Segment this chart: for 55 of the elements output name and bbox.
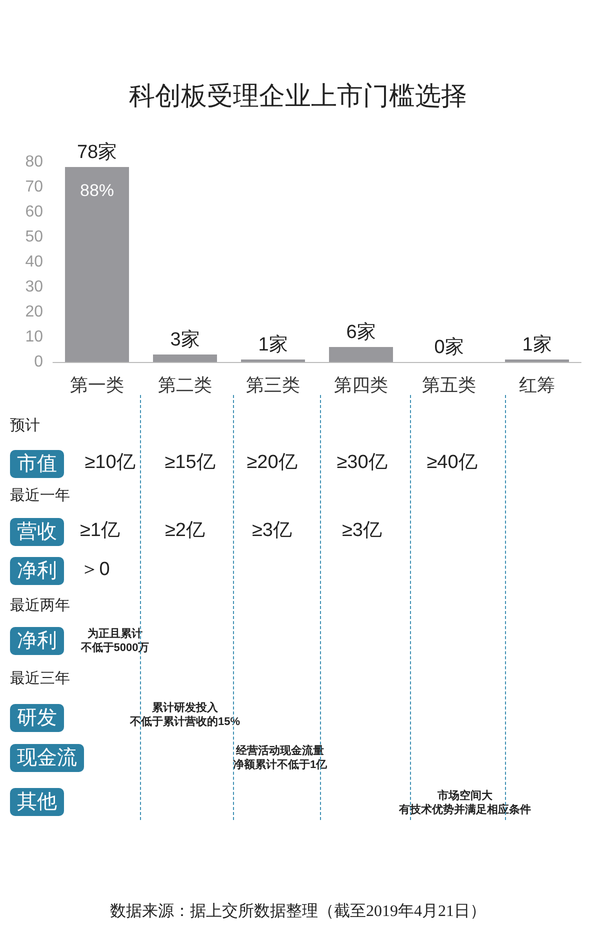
text: 现金流 [10,744,84,772]
data-label: 3家 [170,328,200,350]
text: 其他 [10,788,64,816]
text: 不低于5000万 [80,642,150,656]
data-label: 1家 [522,334,552,356]
text: 营收 [10,518,64,546]
text: ≥40亿 [426,452,478,475]
text: 不低于累计营收的15% [130,716,240,730]
text: 最近三年 [10,670,70,688]
x-tick-label: 第四类 [334,375,388,395]
y-tick-label: 0 [34,354,44,370]
text: ≥3亿 [252,520,292,543]
source-note: 数据来源：据上交所数据整理（截至2019年4月21日） [109,902,487,922]
y-tick-label: 50 [25,228,44,246]
text: 净额累计不低于1亿 [232,759,328,772]
annotation: 88% [80,180,114,202]
x-tick-label: 红筹 [519,375,555,395]
text: ≥1亿 [80,520,120,543]
x-tick-label: 第一类 [70,375,124,395]
text: 研发 [10,704,64,732]
chart-title: 科创板受理企业上市门槛选择 [129,82,467,110]
text: 为正且累计 [88,628,142,642]
data-label: 1家 [258,334,288,356]
text: 最近两年 [10,597,70,615]
y-tick-label: 60 [25,204,44,220]
text: 累计研发投入 [152,702,218,716]
data-label: 78家 [76,141,118,163]
data-label: 6家 [346,321,376,343]
text: 净利 [10,557,64,585]
y-tick-label: 40 [25,254,44,270]
bar [153,354,217,362]
x-tick-label: 第三类 [246,375,300,395]
text: ≥2亿 [165,520,205,543]
text: ≥15亿 [164,452,216,475]
y-tick-label: 10 [25,328,44,346]
y-tick-label: 70 [25,178,44,196]
text: ≥10亿 [84,452,136,475]
text: ≥3亿 [342,520,382,543]
bar [329,347,393,362]
text: ＞0 [80,559,110,582]
y-tick-label: 30 [25,278,44,296]
y-tick-label: 80 [25,154,44,170]
text: ≥20亿 [246,452,298,475]
y-tick-label: 20 [25,304,44,320]
x-tick-label: 第二类 [158,375,212,395]
text: 市场空间大 [438,790,492,804]
x-tick-label: 第五类 [422,375,476,395]
text: 净利 [10,627,64,655]
data-label: 0家 [434,336,464,358]
text: ≥30亿 [336,452,388,475]
text: 最近一年 [10,487,70,505]
bar [65,167,129,362]
text: 市值 [10,450,64,478]
text: 预计 [10,417,40,435]
text: 有技术优势并满足相应条件 [399,804,531,818]
